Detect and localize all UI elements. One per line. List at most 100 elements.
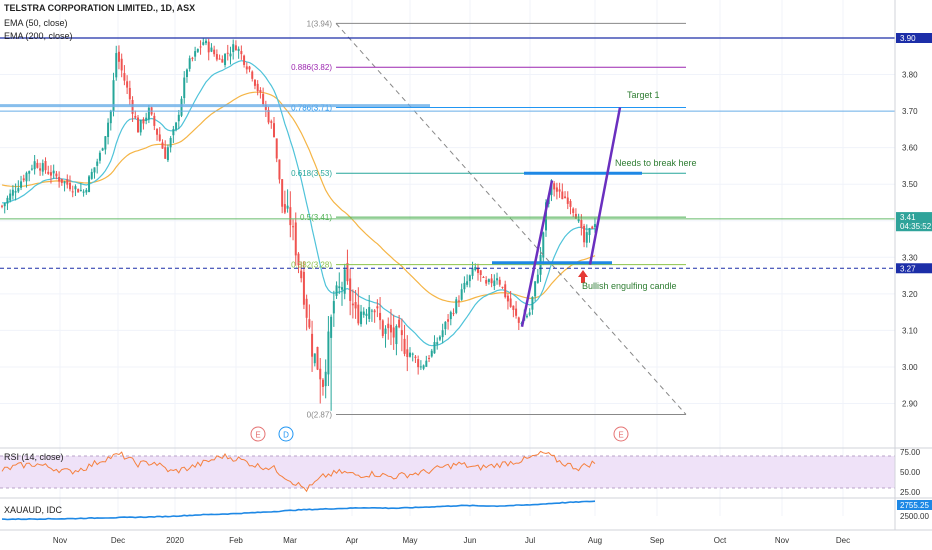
- candle-body: [468, 275, 471, 282]
- xau-last-text: 2755.25: [900, 501, 929, 510]
- ema-200-path: [1, 91, 596, 303]
- candle-body: [213, 49, 216, 55]
- candle-body: [332, 301, 335, 314]
- candle-body: [166, 147, 169, 161]
- fib-level-label: 0(2.87): [307, 410, 333, 419]
- candle-body: [387, 323, 390, 329]
- candle-body: [142, 119, 145, 124]
- candle-body: [425, 360, 428, 367]
- time-tick: Aug: [588, 536, 602, 545]
- candle-body: [264, 104, 267, 110]
- rsi-line: [1, 450, 596, 493]
- candle-body: [558, 189, 561, 192]
- ema-50-path: [1, 60, 596, 347]
- candle-body: [360, 311, 363, 325]
- candle-body: [109, 110, 112, 124]
- candle-body: [164, 147, 167, 159]
- fib-level-label: 0.886(3.82): [291, 63, 332, 72]
- candle-body: [572, 208, 575, 213]
- candle-body: [354, 302, 357, 309]
- time-tick: Apr: [346, 536, 359, 545]
- time-tick: Nov: [53, 536, 67, 545]
- fibonacci-retracement[interactable]: 1(3.94) 0.886(3.82) 0.786(3.71) 0.618(3.53)…: [291, 19, 687, 419]
- candle-body: [58, 176, 61, 182]
- candle-body: [177, 114, 180, 122]
- candle-body: [376, 306, 379, 309]
- candle-body: [588, 228, 591, 236]
- candle-body: [218, 58, 221, 60]
- candle-body: [52, 170, 55, 174]
- candle-body: [137, 117, 139, 133]
- candle-body: [210, 47, 213, 52]
- candle-body: [400, 330, 403, 336]
- candle-body: [28, 171, 31, 174]
- candle-body: [33, 161, 36, 170]
- candle-body: [324, 371, 327, 387]
- candle-body: [316, 346, 319, 370]
- candle-body: [117, 51, 120, 62]
- candle-body: [11, 189, 14, 196]
- price-badge: [896, 33, 932, 43]
- candle-body: [93, 167, 96, 173]
- price-badge: [896, 212, 932, 223]
- candle-body: [71, 191, 74, 193]
- candle-body: [501, 286, 504, 288]
- candle-body: [327, 331, 330, 375]
- candle-body: [300, 270, 303, 279]
- candle-body: [196, 49, 199, 52]
- candle-body: [536, 274, 539, 283]
- candle-body: [452, 313, 455, 315]
- annotation-needs-break: Needs to break here: [615, 158, 697, 168]
- candle-body: [321, 379, 324, 387]
- price-tick: 3.10: [902, 326, 918, 335]
- candle-body: [240, 51, 243, 55]
- candle-body: [444, 321, 447, 330]
- price-tick: 3.80: [902, 71, 918, 80]
- candle-body: [270, 121, 273, 123]
- candle-body: [226, 52, 229, 54]
- candle-body: [457, 300, 460, 302]
- candle-body: [14, 191, 17, 193]
- candle-body: [490, 278, 493, 284]
- candle-body: [373, 310, 376, 313]
- candle-body: [273, 123, 275, 138]
- candle-body: [123, 73, 126, 81]
- ema-50-line: [1, 60, 596, 347]
- candle-body: [531, 296, 534, 310]
- candle-body: [202, 42, 205, 45]
- candle-body: [409, 352, 411, 357]
- candle-body: [577, 219, 580, 222]
- candle-body: [506, 295, 509, 302]
- candle-body: [430, 350, 433, 357]
- candle-body: [85, 189, 88, 193]
- candle-body: [96, 161, 99, 166]
- candle-body: [183, 77, 186, 99]
- candle-body: [438, 336, 441, 340]
- candle-body: [234, 45, 237, 51]
- candle-body: [251, 71, 254, 79]
- price-tick: 3.20: [902, 290, 918, 299]
- candle-body: [237, 48, 240, 52]
- candle-body: [145, 117, 148, 121]
- price-badge-text: 3.27: [900, 264, 916, 273]
- candle-body: [243, 55, 246, 65]
- candle-body: [232, 44, 235, 53]
- candle-body: [517, 317, 520, 323]
- candle-body: [305, 298, 308, 318]
- candle-body: [199, 46, 202, 48]
- candle-body: [302, 271, 305, 305]
- candle-body: [191, 57, 194, 59]
- candle-body: [362, 311, 365, 315]
- candle-body: [294, 222, 297, 256]
- candle-body: [574, 213, 577, 219]
- candle-body: [77, 189, 80, 193]
- event-marker: [250, 426, 266, 442]
- candle-body: [158, 134, 161, 141]
- candle-body: [139, 120, 142, 133]
- user-drawings[interactable]: Target 1 Needs to break here Bullish engul…: [0, 37, 895, 442]
- candle-body: [1, 205, 3, 207]
- rsi-band: [0, 456, 895, 488]
- candle-body: [389, 324, 392, 333]
- candle-body: [41, 163, 44, 172]
